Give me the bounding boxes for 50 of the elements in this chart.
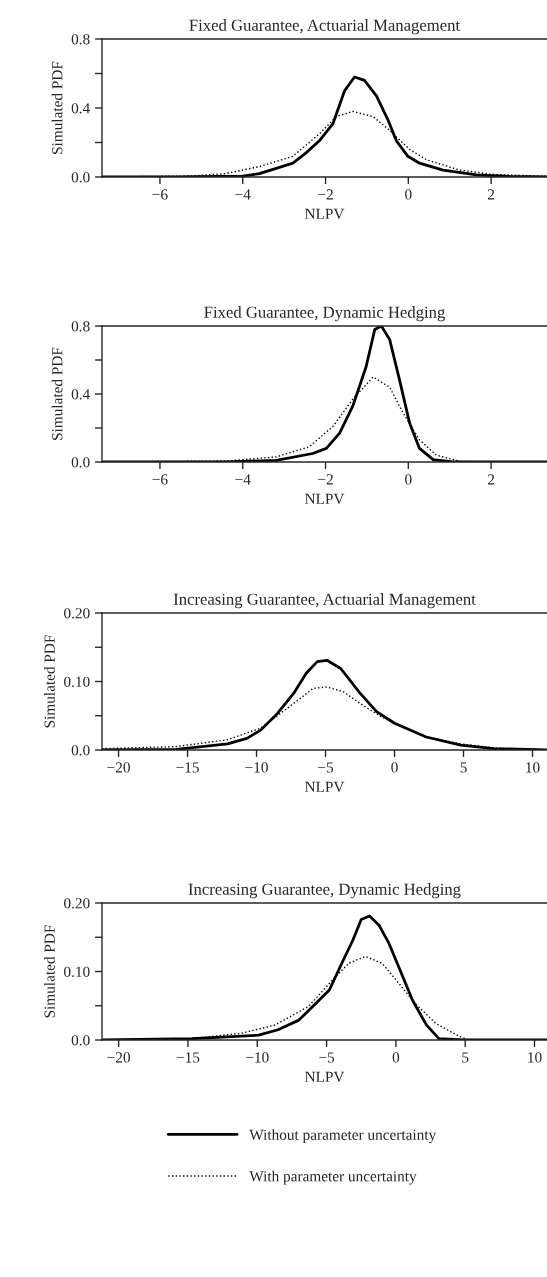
chart-title: Fixed Guarantee, Actuarial Management xyxy=(189,19,460,35)
legend-label: With parameter uncertainty xyxy=(249,1170,417,1185)
x-tick-label: −15 xyxy=(176,762,199,773)
chart-title: Fixed Guarantee, Dynamic Hedging xyxy=(204,306,445,322)
x-tick-label: −20 xyxy=(107,762,130,773)
x-axis-title: NLPV xyxy=(304,208,345,220)
x-tick-label: 10 xyxy=(528,1052,542,1063)
y-tick-label: 0.0 xyxy=(71,172,90,183)
x-tick-label: −4 xyxy=(235,474,251,485)
y-tick-label: 0.4 xyxy=(71,389,90,400)
x-axis-title: NLPV xyxy=(304,1071,345,1083)
y-axis-title: Simulated PDF xyxy=(51,61,63,154)
y-tick-label: 0.4 xyxy=(71,103,90,114)
y-tick-label: 0.8 xyxy=(71,34,90,45)
x-tick-label: 5 xyxy=(462,1052,469,1063)
x-tick-label: −20 xyxy=(107,1052,130,1063)
chart-title: Increasing Guarantee, Actuarial Management xyxy=(173,593,476,609)
y-tick-label: 0.0 xyxy=(71,745,90,756)
y-tick-label: 0.10 xyxy=(64,676,90,688)
y-axis-title: Simulated PDF xyxy=(44,925,55,1018)
x-tick-label: 2 xyxy=(487,189,495,200)
x-tick-label: 0 xyxy=(392,1052,400,1063)
y-axis-title: Simulated PDF xyxy=(44,635,55,728)
x-tick-label: 10 xyxy=(526,762,540,773)
x-axis-title: NLPV xyxy=(304,781,345,793)
y-tick-label: 0.20 xyxy=(64,608,90,619)
legend-label: Without parameter uncertainty xyxy=(249,1129,437,1144)
y-tick-label: 0.10 xyxy=(64,966,90,978)
x-tick-label: −15 xyxy=(176,1052,200,1063)
x-tick-label: −10 xyxy=(246,1052,269,1063)
x-tick-label: −5 xyxy=(318,762,334,773)
y-tick-label: 0.0 xyxy=(71,457,90,468)
y-tick-label: 0.20 xyxy=(64,898,90,909)
x-tick-label: 0 xyxy=(405,189,412,200)
x-tick-label: 0 xyxy=(405,474,412,485)
x-tick-label: −2 xyxy=(318,474,333,485)
chart-title: Increasing Guarantee, Dynamic Hedging xyxy=(188,883,461,899)
x-tick-label: −6 xyxy=(152,474,168,485)
x-axis-title: NLPV xyxy=(304,493,345,505)
x-tick-label: −4 xyxy=(235,189,251,200)
x-tick-label: 0 xyxy=(391,762,398,773)
y-axis-title: Simulated PDF xyxy=(51,347,63,440)
x-tick-label: −5 xyxy=(319,1052,335,1063)
x-tick-label: 5 xyxy=(460,762,467,773)
y-tick-label: 0.0 xyxy=(71,1035,90,1046)
x-tick-label: −10 xyxy=(245,762,268,773)
x-tick-label: −2 xyxy=(318,189,333,200)
x-tick-label: −6 xyxy=(152,189,168,200)
x-tick-label: 2 xyxy=(487,474,495,485)
y-tick-label: 0.8 xyxy=(71,321,90,332)
